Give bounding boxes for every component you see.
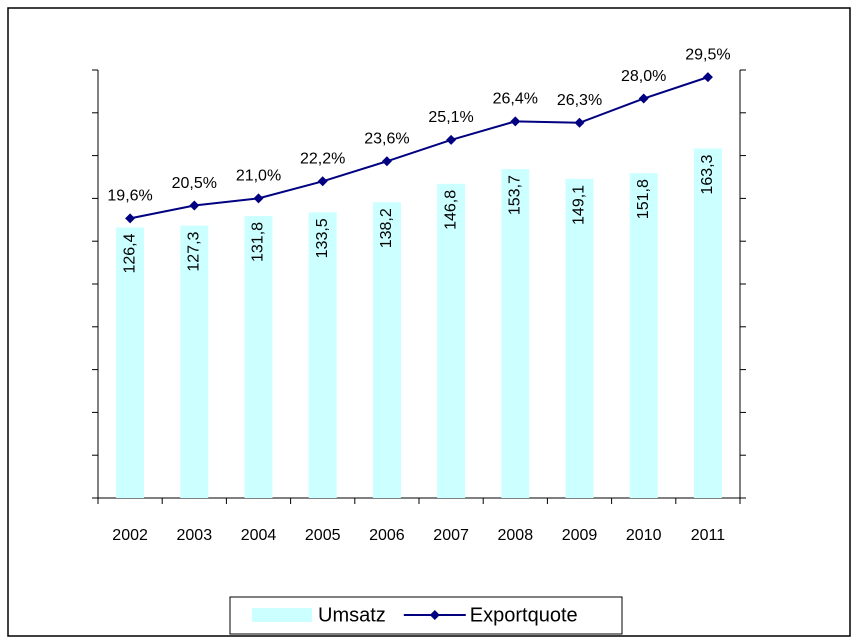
line-value-label: 20,5% [172,175,217,192]
line-value-label: 29,5% [685,46,730,63]
bar [437,183,466,498]
line-marker [702,72,713,83]
line-value-label: 28,0% [621,68,666,85]
line-value-label: 25,1% [428,109,473,126]
legend-label: Exportquote [470,604,578,626]
x-tick-label: 2005 [305,527,341,544]
line-value-label: 22,2% [300,150,345,167]
bar-value-label: 163,3 [699,154,716,194]
bar [693,148,722,498]
bar-value-label: 146,8 [442,190,459,230]
bar [116,227,145,498]
bar-value-label: 131,8 [250,222,267,262]
bar [565,178,594,498]
bar-value-label: 138,2 [378,208,395,248]
x-tick-label: 2011 [691,527,726,544]
bar-value-label: 126,4 [121,233,138,273]
bar [244,215,273,498]
bar-value-label: 151,8 [635,179,652,219]
line-marker [510,116,521,127]
legend-swatch [252,608,312,622]
line-marker [446,134,457,145]
bar-value-label: 133,5 [314,218,331,258]
bar [501,169,530,498]
legend-label: Umsatz [318,604,386,626]
bar-value-label: 153,7 [507,175,524,215]
bar-value-label: 149,1 [571,185,588,225]
x-tick-label: 2010 [626,527,662,544]
x-tick-label: 2004 [241,527,277,544]
line-value-label: 21,0% [236,168,281,185]
line-value-label: 23,6% [364,131,409,148]
line-marker [125,213,136,224]
line-marker [574,117,585,128]
line-marker [253,193,264,204]
line-value-label: 26,3% [557,92,602,109]
bar-value-label: 127,3 [186,231,203,271]
x-tick-label: 2003 [177,527,213,544]
bar [629,173,658,498]
line-value-label: 26,4% [493,91,538,108]
line-marker [638,93,649,104]
line-marker [381,156,392,167]
line-marker [317,176,328,187]
line [129,76,709,220]
x-tick-label: 2006 [369,527,405,544]
x-tick-label: 2002 [112,527,148,544]
x-tick-label: 2007 [433,527,469,544]
bar [308,212,337,498]
line-value-label: 19,6% [107,188,152,205]
line-marker [189,200,200,211]
x-tick-label: 2009 [562,527,598,544]
legend-marker [429,610,440,620]
x-tick-label: 2008 [498,527,534,544]
bar [180,225,209,498]
bar [372,202,401,498]
